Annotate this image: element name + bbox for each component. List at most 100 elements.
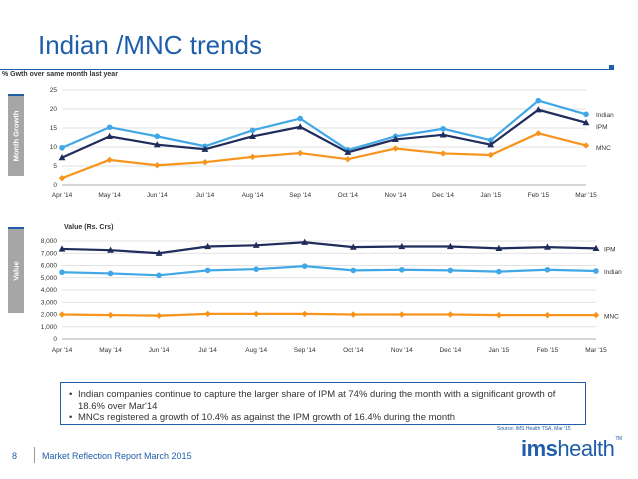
data-point-mnc: [350, 311, 357, 318]
data-point-mnc: [544, 311, 551, 319]
note-text: Indian companies continue to capture the…: [78, 389, 556, 412]
x-tick-label: Feb '15: [528, 192, 550, 199]
x-tick-label: May '14: [99, 347, 122, 354]
data-point-indian: [253, 266, 259, 272]
data-point-ipm: [592, 244, 600, 251]
data-point-indian: [544, 266, 551, 273]
series-label-mnc: MNC: [604, 313, 619, 320]
series-line-ipm: [61, 108, 587, 159]
series-label-indian: Indian: [604, 269, 622, 276]
y-tick-label: 0: [53, 182, 57, 189]
note-item: • MNCs registered a growth of 10.4% as a…: [69, 412, 574, 424]
data-point-indian: [535, 97, 542, 104]
x-tick-label: Aug '14: [242, 192, 264, 199]
x-tick-label: Jun '14: [149, 347, 170, 354]
series-line-mnc: [61, 312, 596, 317]
series-line-indian: [61, 99, 587, 152]
series-line-mnc: [61, 132, 587, 180]
data-point-indian: [154, 133, 161, 140]
series-line-indian: [61, 265, 597, 277]
imshealth-logo: imshealthTM: [521, 436, 622, 462]
series-label-indian: Indian: [596, 112, 614, 119]
logo-bold-text: ims: [521, 436, 558, 461]
x-tick-label: Dec '14: [432, 192, 454, 199]
data-point-ipm: [249, 132, 256, 139]
x-tick-label: Aug '14: [245, 347, 267, 354]
data-point-ipm: [544, 243, 551, 250]
bullet-icon: •: [69, 412, 73, 423]
data-point-ipm: [344, 148, 352, 155]
data-point-indian: [301, 263, 308, 269]
data-point-ipm: [534, 106, 542, 113]
data-point-ipm: [301, 238, 309, 245]
value-chart-subtitle: Value (Rs. Crs): [64, 224, 114, 231]
data-point-indian: [59, 269, 65, 276]
data-point-mnc: [301, 310, 308, 318]
series-label-mnc: MNC: [596, 145, 611, 152]
source-text: Source: IMS Health TSA, Mar '15: [497, 426, 571, 432]
data-point-indian: [583, 111, 589, 118]
title-rule-accent: [609, 65, 614, 70]
data-point-ipm: [296, 123, 304, 130]
y-tick-label: 4,000: [41, 287, 58, 294]
data-point-indian: [106, 124, 113, 131]
data-point-mnc: [487, 151, 494, 159]
data-point-mnc: [107, 311, 114, 319]
y-tick-label: 0: [53, 336, 57, 343]
data-point-indian: [399, 266, 405, 273]
series-label-ipm: IPM: [604, 247, 616, 254]
y-tick-label: 3,000: [41, 299, 58, 306]
notes-box: • Indian companies continue to capture t…: [60, 382, 586, 425]
y-tick-label: 25: [50, 87, 58, 94]
data-point-mnc: [252, 310, 260, 318]
logo-light-text: health: [557, 436, 615, 461]
x-tick-label: Oct '14: [343, 347, 364, 354]
title-rule: [0, 69, 614, 70]
series-label-ipm: IPM: [596, 124, 608, 131]
y-tick-label: 5,000: [41, 275, 58, 282]
footer-divider: [34, 447, 35, 463]
data-point-indian: [156, 272, 162, 279]
data-point-mnc: [249, 153, 256, 161]
data-point-mnc: [535, 130, 542, 137]
logo-tm: TM: [615, 436, 622, 442]
x-tick-label: Apr '14: [52, 347, 73, 354]
y-tick-label: 20: [50, 106, 58, 113]
data-point-mnc: [582, 142, 590, 149]
data-point-ipm: [153, 141, 161, 148]
data-point-mnc: [398, 311, 406, 318]
x-tick-label: May '14: [98, 192, 121, 199]
x-tick-label: Sep '14: [294, 347, 316, 354]
series-line-ipm: [61, 241, 597, 255]
data-point-mnc: [154, 162, 161, 169]
data-point-mnc: [106, 156, 113, 164]
data-point-mnc: [495, 311, 503, 319]
data-point-indian: [487, 137, 494, 143]
y-tick-label: 8,000: [41, 238, 58, 245]
y-tick-label: 6,000: [41, 263, 58, 270]
note-text: MNCs registered a growth of 10.4% as aga…: [78, 412, 456, 423]
x-tick-label: Mar '15: [575, 192, 597, 199]
x-tick-label: Apr '14: [52, 192, 73, 199]
data-point-mnc: [344, 155, 352, 163]
data-point-ipm: [58, 245, 66, 252]
data-point-ipm: [58, 154, 66, 161]
y-tick-label: 10: [50, 144, 58, 151]
y-tick-label: 7,000: [41, 250, 58, 257]
data-point-ipm: [349, 243, 357, 250]
x-tick-label: Jan '15: [480, 192, 501, 199]
data-point-ipm: [201, 145, 209, 152]
growth-chart-subtitle: % Gwth over same month last year: [2, 71, 118, 78]
data-point-mnc: [155, 312, 163, 319]
data-point-mnc: [58, 311, 66, 318]
data-point-mnc: [201, 159, 209, 166]
x-tick-label: Sep '14: [289, 192, 311, 199]
page-number: 8: [12, 451, 18, 461]
y-tick-label: 5: [53, 163, 57, 170]
y-tick-label: 1,000: [41, 324, 58, 331]
x-tick-label: Jul '14: [196, 192, 215, 199]
slide-title: Indian /MNC trends: [38, 30, 262, 60]
value-side-label: Value: [8, 227, 24, 313]
data-point-ipm: [252, 241, 260, 248]
